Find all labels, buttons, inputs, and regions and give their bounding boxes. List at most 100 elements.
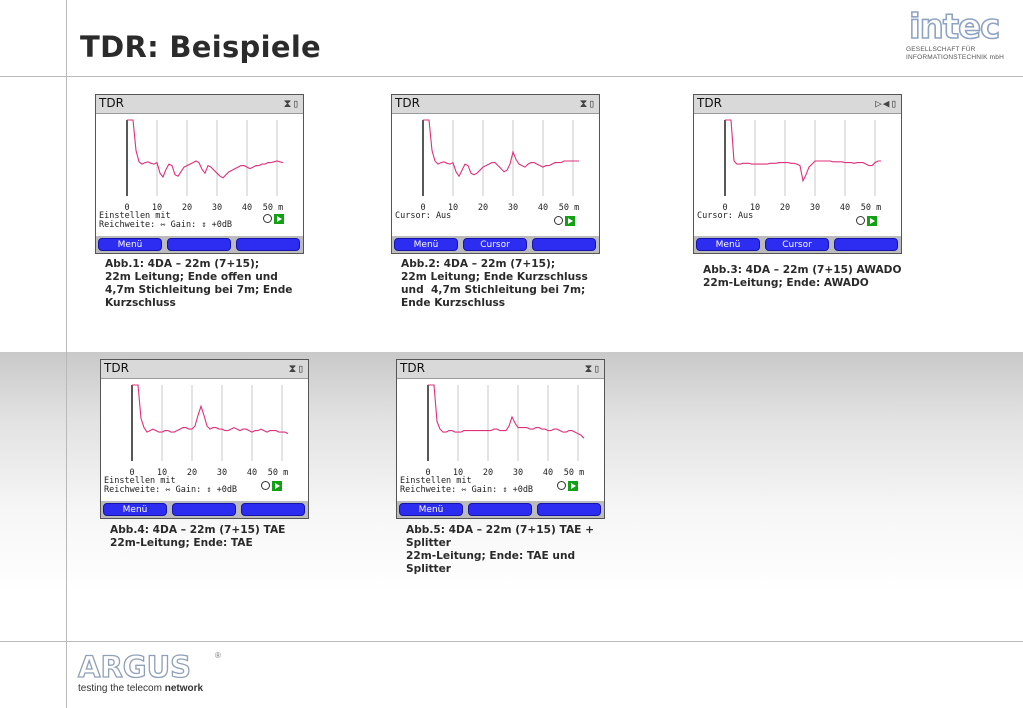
clock-icon — [856, 216, 865, 226]
tdr-screen-4: TDR ⧗▯ 0 10 20 30 40 50 m Einstellen mit Reic… — [100, 359, 309, 519]
softkey-3[interactable] — [241, 503, 305, 516]
info-line-1: Cursor: Aus — [697, 211, 754, 221]
tdr-screen-5: TDR ⧗▯ 0 10 20 30 40 50 m Einstellen mit Reic… — [396, 359, 605, 519]
softkey-3[interactable] — [537, 503, 601, 516]
softkey-1[interactable]: Menü — [103, 503, 167, 516]
x-tick-label: 0 — [425, 468, 430, 478]
x-tick-label: 10 — [750, 203, 760, 213]
x-tick-label: 0 — [124, 203, 129, 213]
screen-header: TDR ⧗▯ — [392, 95, 599, 114]
x-tick-label: 20 — [780, 203, 790, 213]
status-icons: ⧗▯ — [283, 97, 300, 110]
clock-icon — [554, 216, 563, 226]
play-icon — [565, 215, 575, 226]
x-tick-label: 40 — [242, 203, 252, 213]
x-tick-label: 20 — [187, 468, 197, 478]
info-line-2: Reichweite: ⇿ Gain: ⇕ +0dB — [99, 220, 233, 230]
screen-title: TDR — [697, 96, 722, 110]
figure-caption-1: Abb.1: 4DA – 22m (7+15); 22m Leitung; En… — [105, 258, 293, 309]
softkey-1[interactable]: Menü — [394, 238, 458, 251]
page-title: TDR: Beispiele — [80, 30, 322, 64]
screen-title: TDR — [99, 96, 124, 110]
softkey-2[interactable] — [468, 503, 532, 516]
screen-header: TDR ▷◀▯ — [694, 95, 901, 114]
softkey-3[interactable] — [834, 238, 898, 251]
tdr-trace — [423, 119, 579, 178]
x-tick-label: 50 m — [861, 203, 881, 213]
play-icon — [272, 480, 282, 491]
x-tick-label: 40 — [247, 468, 257, 478]
softkey-2[interactable]: Cursor — [765, 238, 829, 251]
x-tick-label: 30 — [513, 468, 523, 478]
screen-header: TDR ⧗▯ — [101, 360, 308, 379]
argus-registered-mark: ® — [215, 651, 221, 660]
argus-logo-word: ARGUS — [77, 650, 192, 684]
left-divider — [66, 0, 67, 708]
clock-icon — [261, 481, 270, 491]
tdr-plot: 0 10 20 30 40 50 m — [124, 119, 284, 213]
x-tick-label: 50 m — [268, 468, 288, 478]
x-tick-label: 30 — [217, 468, 227, 478]
tdr-plot: 0 10 20 30 40 50 m — [722, 119, 881, 213]
tdr-plot: 0 10 20 30 40 50 m — [129, 384, 289, 478]
status-indicators — [554, 215, 575, 226]
tdr-screen-1: TDR ⧗▯ 0 10 20 30 40 50 m Einstellen mit Reic… — [95, 94, 304, 254]
intec-logo-line1: GESELLSCHAFT FÜR — [906, 46, 976, 53]
info-line-1: Cursor: Aus — [395, 211, 452, 221]
x-tick-label: 20 — [182, 203, 192, 213]
x-tick-label: 40 — [538, 203, 548, 213]
status-icons: ⧗▯ — [584, 362, 601, 375]
tdr-trace — [127, 119, 284, 179]
tdr-plot: 0 10 20 30 40 50 m — [425, 384, 585, 478]
x-tick-label: 0 — [420, 203, 425, 213]
play-icon — [568, 480, 578, 491]
softkey-1[interactable]: Menü — [399, 503, 463, 516]
x-tick-label: 0 — [129, 468, 134, 478]
play-icon — [867, 215, 877, 226]
intec-logo-word: intec — [908, 7, 1001, 47]
intec-logo: intec GESELLSCHAFT FÜR INFORMATIONSTECHN… — [906, 7, 1006, 70]
screen-header: TDR ⧗▯ — [96, 95, 303, 114]
x-tick-label: 10 — [448, 203, 458, 213]
x-tick-label: 10 — [152, 203, 162, 213]
softkey-bar: Menü Cursor — [694, 236, 901, 253]
x-tick-label: 30 — [212, 203, 222, 213]
softkey-1[interactable]: Menü — [98, 238, 162, 251]
status-icons: ⧗▯ — [288, 362, 305, 375]
tdr-trace — [428, 384, 585, 439]
info-line-2: Reichweite: ⇿ Gain: ⇕ +0dB — [104, 485, 238, 495]
argus-tagline-plain: testing the telecom — [78, 683, 165, 694]
softkey-3[interactable] — [236, 238, 300, 251]
footer-divider — [0, 641, 1023, 642]
softkey-1[interactable]: Menü — [696, 238, 760, 251]
tdr-trace — [132, 384, 289, 435]
x-tick-label: 50 m — [559, 203, 579, 213]
x-tick-label: 20 — [478, 203, 488, 213]
screen-title: TDR — [395, 96, 420, 110]
x-tick-label: 0 — [722, 203, 727, 213]
softkey-2[interactable]: Cursor — [463, 238, 527, 251]
argus-tagline-bold: network — [164, 683, 204, 694]
x-tick-label: 40 — [543, 468, 553, 478]
status-icons: ⧗▯ — [579, 97, 596, 110]
screen-title: TDR — [104, 361, 129, 375]
figure-caption-2: Abb.2: 4DA – 22m (7+15); 22m Leitung; En… — [401, 258, 588, 309]
x-tick-label: 30 — [810, 203, 820, 213]
x-tick-label: 30 — [508, 203, 518, 213]
softkey-2[interactable] — [172, 503, 236, 516]
info-line-2: Reichweite: ⇿ Gain: ⇕ +0dB — [400, 485, 534, 495]
softkey-3[interactable] — [532, 238, 596, 251]
softkey-bar: Menü — [101, 501, 308, 518]
softkey-bar: Menü — [96, 236, 303, 253]
softkey-2[interactable] — [167, 238, 231, 251]
status-indicators — [263, 213, 284, 224]
x-tick-label: 10 — [453, 468, 463, 478]
x-tick-label: 10 — [157, 468, 167, 478]
softkey-bar: Menü Cursor — [392, 236, 599, 253]
x-tick-label: 50 m — [263, 203, 283, 213]
info-line-1: Einstellen mit — [400, 476, 472, 486]
status-icons: ▷◀▯ — [875, 97, 898, 110]
info-line-1: Einstellen mit — [99, 211, 171, 221]
figure-caption-5: Abb.5: 4DA – 22m (7+15) TAE + Splitter 2… — [406, 524, 594, 575]
intec-logo-line2: INFORMATIONSTECHNIK mbH — [906, 54, 1005, 61]
